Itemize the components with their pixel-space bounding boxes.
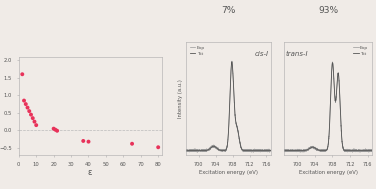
Point [155, 146, 161, 149]
X-axis label: ε: ε [88, 168, 92, 177]
Exp [225, 145, 230, 147]
Point [30, 117, 36, 120]
Tot [330, 62, 335, 64]
Tot [225, 144, 229, 147]
Exp [266, 150, 271, 152]
Tot [188, 149, 193, 152]
Exp [367, 149, 372, 152]
Point [33, 124, 39, 127]
Exp [195, 151, 199, 153]
Tot [230, 61, 234, 63]
Point [51, 127, 57, 130]
Tot [367, 149, 372, 152]
Legend: Exp, Tot: Exp, Tot [188, 44, 207, 58]
Point [24, 106, 30, 109]
Exp [367, 150, 372, 152]
Exp [282, 149, 286, 151]
Exp [184, 149, 188, 152]
Exp [223, 149, 227, 151]
Point [28, 113, 34, 116]
Point [54, 129, 60, 132]
Point [85, 140, 91, 143]
Text: 7%: 7% [221, 6, 236, 15]
Text: cis-I: cis-I [255, 51, 269, 57]
Line: Tot: Tot [284, 63, 372, 151]
Text: 93%: 93% [318, 6, 338, 15]
Exp [230, 60, 234, 62]
Exp [266, 149, 271, 152]
Tot [286, 149, 291, 152]
Tot [324, 149, 329, 151]
Tot [268, 149, 273, 152]
Point [26, 110, 32, 113]
Point [80, 139, 86, 143]
Tot [266, 149, 270, 152]
Tot [223, 149, 227, 152]
Tot [367, 149, 372, 152]
Tot [266, 149, 271, 152]
Tot [250, 149, 255, 152]
Tot [184, 149, 188, 152]
Point [23, 103, 29, 106]
Exp [286, 149, 291, 152]
Point [52, 128, 58, 131]
Y-axis label: Intensity (a.u.): Intensity (a.u.) [178, 79, 183, 118]
X-axis label: Excitation energy (eV): Excitation energy (eV) [199, 170, 258, 175]
Line: Tot: Tot [186, 62, 271, 151]
Tot [282, 149, 286, 152]
Exp [250, 150, 255, 153]
Exp [322, 149, 327, 151]
Legend: Exp, Tot: Exp, Tot [352, 44, 370, 58]
Point [21, 99, 27, 102]
Exp [370, 150, 374, 152]
Exp [351, 149, 356, 152]
Point [19, 73, 25, 76]
Tot [322, 149, 327, 152]
Exp [268, 150, 273, 152]
Point [129, 142, 135, 145]
Point [32, 120, 38, 123]
Tot [351, 149, 356, 152]
Exp [188, 150, 193, 152]
Exp [299, 151, 303, 153]
Exp [324, 149, 329, 151]
Tot [370, 149, 374, 152]
Line: Exp: Exp [186, 61, 271, 152]
Exp [330, 61, 335, 63]
X-axis label: Excitation energy (eV): Excitation energy (eV) [299, 170, 358, 175]
Line: Exp: Exp [284, 62, 372, 152]
Text: trans-I: trans-I [286, 51, 308, 57]
